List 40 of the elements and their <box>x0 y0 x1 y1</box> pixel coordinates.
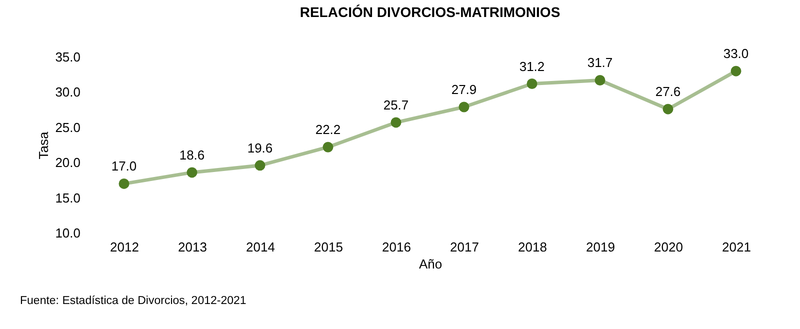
text: 19.6 <box>247 140 273 156</box>
x-axis-title: Año <box>418 256 442 272</box>
source-note: Fuente: Estadística de Divorcios, 2012-2021 <box>20 295 246 307</box>
text: 22.2 <box>315 122 341 138</box>
y-tick-label: 25.0 <box>55 120 80 135</box>
point <box>594 75 606 86</box>
y-tick-label: 20.0 <box>55 155 80 170</box>
text: 17.0 <box>111 158 137 174</box>
x-tick-label: 2012 <box>110 240 139 254</box>
y-tick-label: 10.0 <box>55 226 80 240</box>
point <box>322 142 334 152</box>
x-tick-label: 2016 <box>382 240 411 254</box>
point <box>254 160 266 171</box>
chart-title: RELACIÓN DIVORCIOS-MATRIMONIOS <box>300 4 560 20</box>
text: 31.7 <box>587 55 613 70</box>
x-tick-label: 2019 <box>586 240 615 254</box>
text: 27.9 <box>451 82 477 97</box>
x-tick-label: 2020 <box>654 240 683 254</box>
x-tick-label: 2014 <box>246 240 275 254</box>
text: 25.7 <box>383 97 409 112</box>
point <box>662 104 674 114</box>
y-axis-title: Tasa <box>36 131 52 160</box>
text: 33.0 <box>723 46 749 62</box>
point <box>526 78 538 89</box>
x-tick-label: 2018 <box>518 240 547 254</box>
y-tick-label: 15.0 <box>55 190 80 206</box>
x-tick-label: 2013 <box>178 240 207 254</box>
point <box>118 178 130 189</box>
x-tick-label: 2017 <box>450 240 479 254</box>
y-tick-label: 35.0 <box>55 50 80 64</box>
point <box>186 167 198 178</box>
text: 27.6 <box>655 84 681 100</box>
text: 18.6 <box>179 147 205 162</box>
point <box>458 102 470 112</box>
y-tick-label: 30.0 <box>55 84 80 100</box>
x-tick-label: 2015 <box>314 240 343 254</box>
point <box>390 117 402 128</box>
x-tick-label: 2021 <box>722 240 751 254</box>
point <box>730 66 742 76</box>
text: 31.2 <box>519 58 545 74</box>
